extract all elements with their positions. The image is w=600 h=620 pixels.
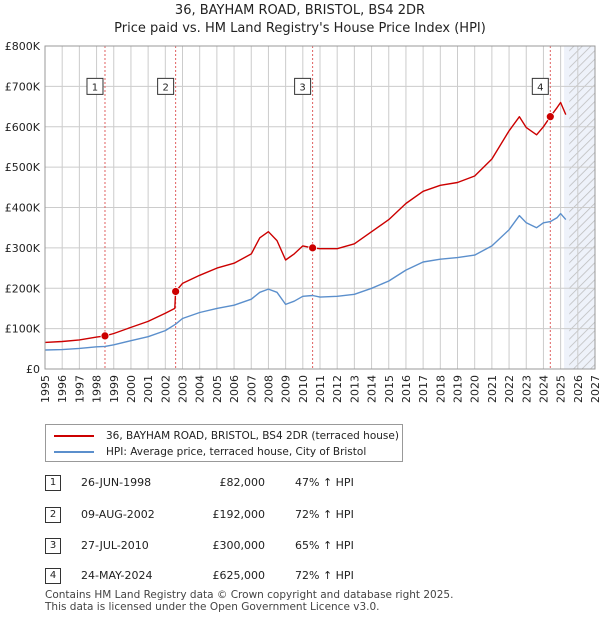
transaction-number: 3 xyxy=(45,538,61,554)
x-tick-label: 2004 xyxy=(194,375,207,403)
sale-label-box xyxy=(157,77,175,95)
transaction-hpi-change: 65% ↑ HPI xyxy=(295,539,354,552)
y-tick-label: £300K xyxy=(5,242,41,255)
price-chart: 1 2 3 4 £0 £100K £200K £300K £400K £500K £600K £70… xyxy=(5,40,600,403)
y-tick-label: £700K xyxy=(5,80,41,93)
y-tick-label: £200K xyxy=(5,282,41,295)
x-tick-label: 2011 xyxy=(314,375,327,403)
transaction-number: 2 xyxy=(45,507,61,523)
x-tick-label: 2027 xyxy=(589,375,600,403)
x-tick-label: 2023 xyxy=(520,375,533,403)
sale-point xyxy=(308,243,318,253)
x-tick-label: 2018 xyxy=(434,375,447,403)
y-tick-label: £800K xyxy=(5,40,41,53)
x-tick-label: 2015 xyxy=(383,375,396,403)
x-tick-label: 2014 xyxy=(366,375,379,403)
legend-label-hpi: HPI: Average price, terraced house, City… xyxy=(106,446,367,458)
x-tick-label: 2022 xyxy=(503,375,516,403)
y-tick-label: £600K xyxy=(5,121,41,134)
plot-frame xyxy=(44,45,596,370)
transaction-date: 27-JUL-2010 xyxy=(81,539,149,552)
y-tick-label: £0 xyxy=(26,363,40,376)
legend: 36, BAYHAM ROAD, BRISTOL, BS4 2DR (terra… xyxy=(45,424,403,462)
sale-label: 2 xyxy=(162,82,168,93)
title-line-1: 36, BAYHAM ROAD, BRISTOL, BS4 2DR xyxy=(174,3,426,18)
footer-copyright: Contains HM Land Registry data © Crown c… xyxy=(45,589,454,601)
x-tick-label: 2012 xyxy=(331,375,344,403)
footer-licence: This data is licensed under the Open Gov… xyxy=(45,601,380,613)
x-tick-label: 2019 xyxy=(452,375,465,403)
x-tick-label: 2021 xyxy=(486,375,499,403)
x-tick-label: 2024 xyxy=(537,375,550,403)
x-tick-label: 2003 xyxy=(177,375,190,403)
x-tick-label: 2002 xyxy=(159,375,172,403)
transaction-price: £82,000 xyxy=(219,476,266,489)
y-tick-label: £100K xyxy=(5,323,41,336)
legend-swatch-property xyxy=(54,435,94,437)
x-tick-label: 1998 xyxy=(91,375,104,403)
transaction-price: £625,000 xyxy=(212,569,266,582)
series-line-property xyxy=(44,101,567,344)
x-tick-label: 2001 xyxy=(142,375,155,403)
legend-item-hpi: HPI: Average price, terraced house, City… xyxy=(54,444,366,460)
x-tick-label: 2017 xyxy=(417,375,430,403)
transaction-number: 1 xyxy=(45,475,61,491)
sale-label-box xyxy=(86,77,104,95)
transaction-price: £192,000 xyxy=(212,508,266,521)
x-tick-label: 2007 xyxy=(245,375,258,403)
x-tick-label: 2016 xyxy=(400,375,413,403)
table-row: 2 09-AUG-2002 £192,000 72% ↑ HPI xyxy=(45,506,385,526)
table-row: 4 24-MAY-2024 £625,000 72% ↑ HPI xyxy=(45,567,385,587)
table-row: 3 27-JUL-2010 £300,000 65% ↑ HPI xyxy=(45,537,385,557)
x-tick-label: 2020 xyxy=(469,375,482,403)
x-tick-label: 2026 xyxy=(572,375,585,403)
legend-item-property: 36, BAYHAM ROAD, BRISTOL, BS4 2DR (terra… xyxy=(54,428,399,444)
x-tick-label: 1996 xyxy=(56,375,69,403)
y-tick-label: £500K xyxy=(5,161,41,174)
sale-label-box xyxy=(531,77,549,95)
title-line-2: Price paid vs. HM Land Registry's House … xyxy=(114,21,486,36)
x-tick-label: 2013 xyxy=(348,375,361,403)
transaction-hpi-change: 72% ↑ HPI xyxy=(295,569,354,582)
x-tick-label: 2000 xyxy=(125,375,138,403)
x-tick-label: 2008 xyxy=(262,375,275,403)
sale-label: 1 xyxy=(92,82,98,93)
transaction-number: 4 xyxy=(45,568,61,584)
x-tick-label: 1999 xyxy=(108,375,121,403)
transaction-price: £300,000 xyxy=(212,539,266,552)
legend-label-property: 36, BAYHAM ROAD, BRISTOL, BS4 2DR (terra… xyxy=(106,430,399,442)
transaction-date: 26-JUN-1998 xyxy=(81,476,152,489)
sale-label: 3 xyxy=(299,82,305,93)
footer: Contains HM Land Registry data © Crown c… xyxy=(45,589,453,613)
transaction-date: 24-MAY-2024 xyxy=(81,569,153,582)
chart-title: 36, BAYHAM ROAD, BRISTOL, BS4 2DR Price … xyxy=(0,2,600,38)
x-tick-label: 2010 xyxy=(297,375,310,403)
sale-label-box xyxy=(294,77,312,95)
transaction-date: 09-AUG-2002 xyxy=(81,508,155,521)
sale-label: 4 xyxy=(537,82,543,93)
transaction-hpi-change: 72% ↑ HPI xyxy=(295,508,354,521)
x-tick-label: 1997 xyxy=(73,375,86,403)
x-tick-label: 2009 xyxy=(280,375,293,403)
x-tick-label: 1995 xyxy=(39,375,52,403)
x-tick-label: 2006 xyxy=(228,375,241,403)
table-row: 1 26-JUN-1998 £82,000 47% ↑ HPI xyxy=(45,474,385,494)
sale-point xyxy=(171,287,181,296)
x-tick-label: 2025 xyxy=(555,375,568,403)
transaction-hpi-change: 47% ↑ HPI xyxy=(295,476,354,489)
sale-point xyxy=(545,112,555,122)
sale-point xyxy=(100,331,110,341)
legend-swatch-hpi xyxy=(54,451,94,453)
y-tick-label: £400K xyxy=(5,202,41,215)
series-line-hpi xyxy=(44,212,567,351)
x-tick-label: 2005 xyxy=(211,375,224,403)
